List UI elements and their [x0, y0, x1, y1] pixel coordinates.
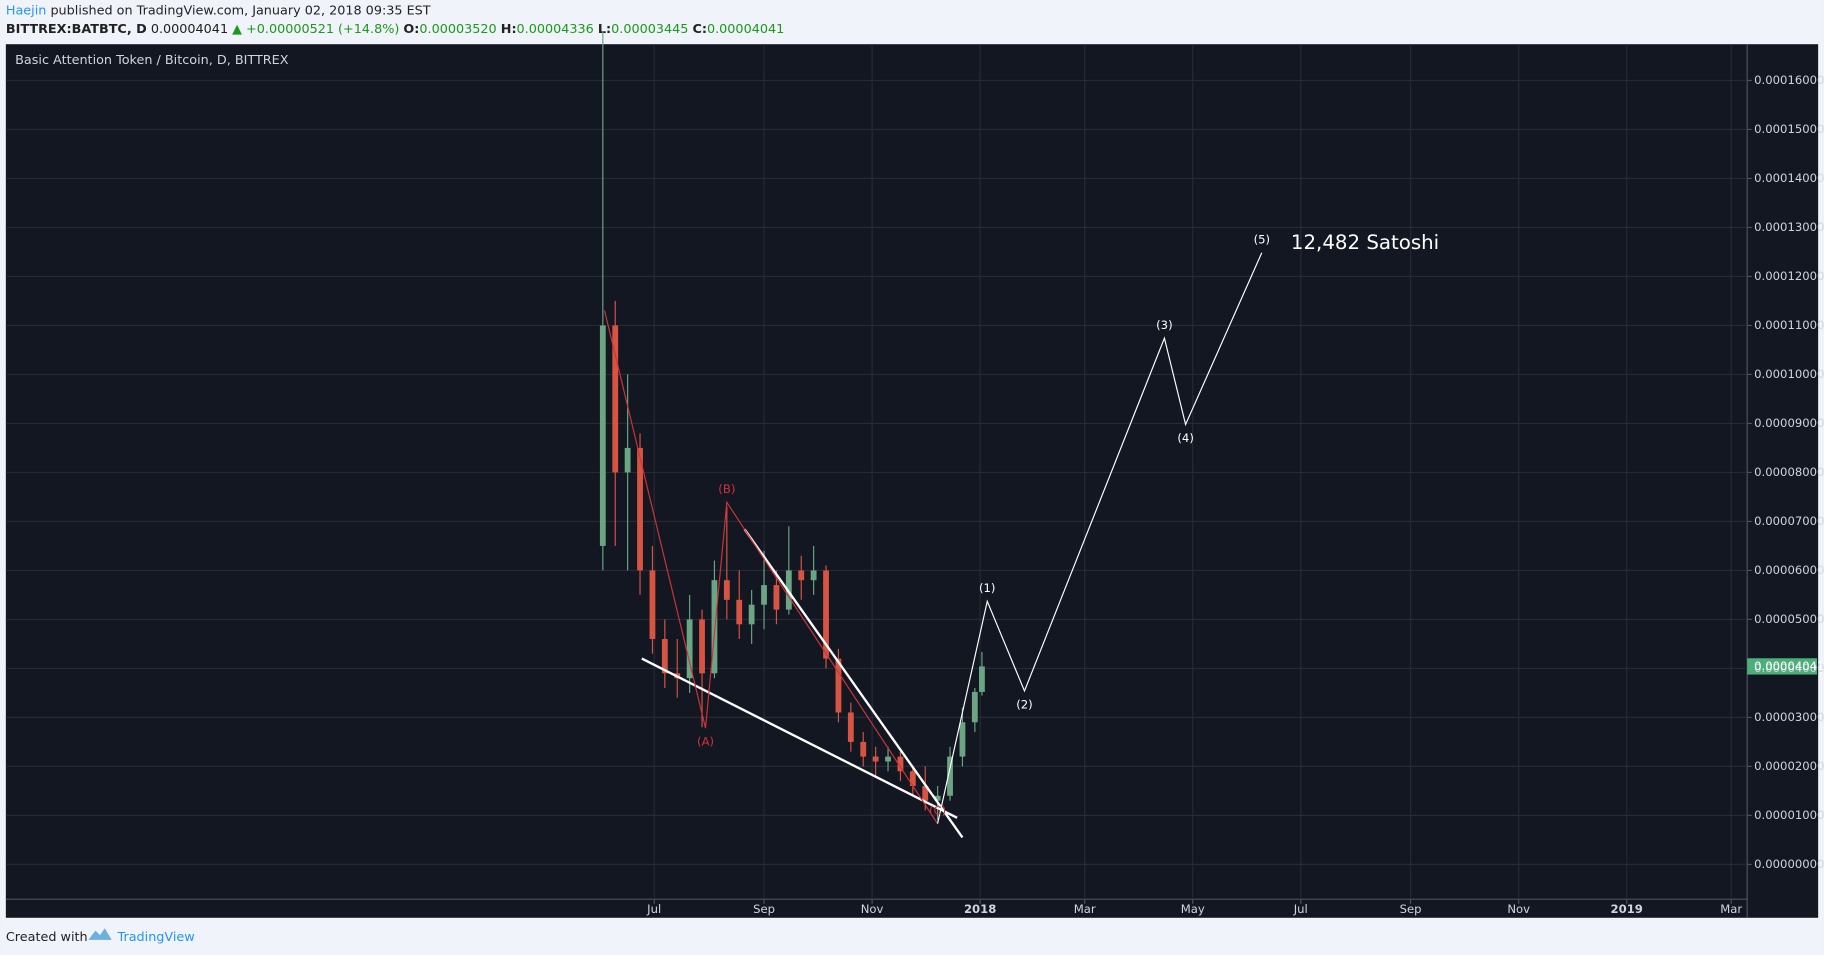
wave-label: (A): [697, 735, 714, 749]
open: 0.00003520: [419, 22, 496, 37]
candle-body: [959, 722, 966, 757]
candle-body: [971, 691, 978, 723]
y-tick-label: 0.00011000: [1754, 318, 1824, 332]
x-tick-label: Sep: [753, 902, 775, 916]
y-tick-label: 0.00001000: [1754, 808, 1824, 822]
x-tick-label: Mar: [1074, 902, 1096, 916]
change: ▲ +0.00000521 (+14.8%): [232, 22, 399, 37]
footer-brand[interactable]: TradingView: [117, 930, 195, 945]
candle-body: [934, 795, 941, 801]
candle-body: [823, 570, 829, 659]
y-tick-label: 0.00002000: [1754, 759, 1824, 773]
close-label: C:: [692, 22, 707, 37]
low-label: L:: [598, 22, 611, 37]
plot: [599, 31, 1817, 839]
candle-body: [599, 325, 606, 546]
chart-panel: [5, 44, 1819, 918]
candle-body: [979, 666, 985, 692]
candle-body: [922, 785, 929, 801]
x-tick-label: Jul: [646, 902, 661, 916]
target-text: 12,482 Satoshi: [1291, 231, 1439, 254]
candle-body: [773, 585, 780, 610]
candle-body: [872, 756, 879, 762]
trendline: [743, 528, 964, 839]
author[interactable]: Haejin: [6, 3, 47, 18]
x-tick-label: Mar: [1720, 902, 1742, 916]
candle-body: [909, 771, 916, 786]
candle-body: [860, 741, 867, 757]
y-tick-label: 0.00010000: [1754, 367, 1824, 381]
x-tick-label: May: [1181, 902, 1205, 916]
symbol-line: BITTREX:BATBTC, D 0.00004041 ▲ +0.000005…: [6, 22, 784, 37]
high: 0.00004336: [517, 22, 594, 37]
candle-body: [711, 580, 718, 674]
x-tick-label: 2018: [964, 902, 996, 916]
candle-body: [761, 585, 767, 605]
candle-body: [947, 756, 953, 796]
trendline: [641, 657, 958, 819]
candle-body: [897, 756, 904, 772]
candle-body: [686, 619, 693, 679]
y-tick-label: 0.00009000: [1754, 416, 1824, 430]
candle-body: [835, 658, 842, 713]
footer-created: Created with: [6, 930, 88, 945]
x-tick-label: Jul: [1293, 902, 1308, 916]
x-tick-label: Nov: [861, 902, 884, 916]
candle-body: [723, 580, 730, 600]
y-tick-label: 0.00003000: [1754, 710, 1824, 724]
wave-path: [937, 252, 1263, 824]
y-tick-label: 0.00015000: [1754, 122, 1824, 136]
wave-label: (C): [929, 803, 946, 817]
y-tick-label: 0.00012000: [1754, 269, 1824, 283]
publish-line: Haejin published on TradingView.com, Jan…: [6, 3, 431, 18]
candle-body: [624, 447, 631, 473]
wave-label: (1): [979, 581, 995, 595]
close: 0.00004041: [707, 22, 784, 37]
chart-title: Basic Attention Token / Bitcoin, D, BITT…: [15, 53, 289, 68]
y-tick-label: 0.00016000: [1754, 73, 1824, 87]
candle-body: [847, 712, 854, 742]
y-tick-label: 0.00013000: [1754, 220, 1824, 234]
candle-body: [661, 639, 668, 674]
y-tick-label: 0.00005000: [1754, 612, 1824, 626]
candle-body: [637, 447, 643, 571]
wave-label: (2): [1016, 697, 1032, 711]
candle-body: [798, 570, 805, 581]
candle-body: [612, 325, 619, 473]
symbol: BITTREX:BATBTC, D: [6, 22, 147, 37]
wave-label: (4): [1177, 431, 1193, 445]
last-price-label: 0.00004041: [1754, 659, 1824, 673]
candle-body: [748, 604, 755, 625]
candle-body: [699, 619, 705, 674]
y-tick-label: 0.00004000: [1754, 661, 1824, 675]
high-label: H:: [501, 22, 517, 37]
wave-label: (B): [718, 482, 735, 496]
low: 0.00003445: [611, 22, 688, 37]
candle-body: [736, 599, 743, 625]
last: 0.00004041: [151, 22, 228, 37]
wave-label: (5): [1254, 233, 1270, 247]
open-label: O:: [403, 22, 419, 37]
y-tick-label: 0.00007000: [1754, 514, 1824, 528]
last-price-box: [1747, 658, 1817, 675]
published: published on TradingView.com, January 02…: [50, 3, 430, 18]
candle-body: [885, 756, 891, 762]
x-tick-label: Sep: [1400, 902, 1422, 916]
tradingview-logo: [88, 928, 112, 940]
wave-path: [603, 310, 939, 824]
wave-label: (3): [1156, 318, 1172, 332]
y-tick-label: 0.00008000: [1754, 465, 1824, 479]
grid: [5, 44, 1752, 904]
y-tick-label: 0.00006000: [1754, 563, 1824, 577]
candle-body: [810, 570, 817, 581]
y-tick-label: 0.00000000: [1754, 857, 1824, 871]
x-tick-label: 2019: [1611, 902, 1643, 916]
y-tick-label: 0.00014000: [1754, 171, 1824, 185]
candle-body: [649, 570, 656, 640]
x-tick-label: Nov: [1507, 902, 1530, 916]
